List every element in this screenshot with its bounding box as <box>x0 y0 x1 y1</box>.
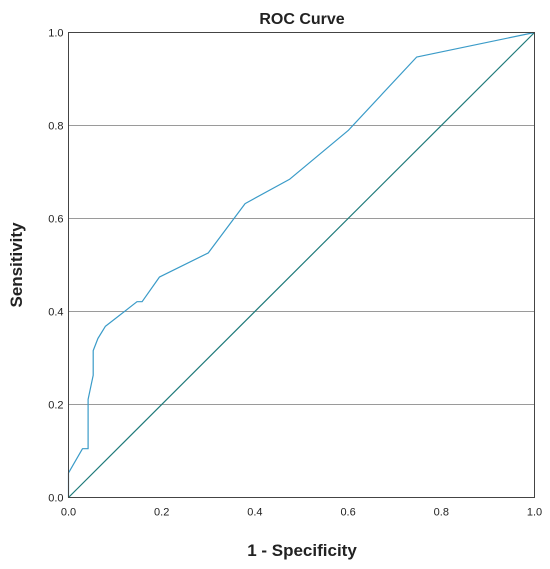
x-tick-label: 0.4 <box>247 507 262 519</box>
x-tick-label: 1.0 <box>527 507 542 519</box>
y-tick-label: 0.8 <box>48 121 63 133</box>
x-tick-label: 0.6 <box>340 507 355 519</box>
x-axis-title: 1 - Specificity <box>247 541 357 560</box>
chart-title: ROC Curve <box>259 11 344 28</box>
plot-frame <box>68 32 535 498</box>
x-tick-label: 0.0 <box>61 507 76 519</box>
y-tick-label: 0.2 <box>48 400 63 412</box>
y-tick-label: 0.4 <box>48 307 63 319</box>
x-tick-label: 0.8 <box>434 507 449 519</box>
y-ticks: 0.0 0.2 0.4 0.6 0.8 1.0 <box>48 28 63 505</box>
y-axis-title: Sensitivity <box>7 222 26 308</box>
y-tick-label: 0.6 <box>48 214 63 226</box>
y-tick-label: 0.0 <box>48 493 63 505</box>
series-layer <box>67 31 535 498</box>
x-ticks: 0.0 0.2 0.4 0.6 0.8 1.0 <box>61 507 542 519</box>
roc-curve-line <box>67 31 535 498</box>
x-tick-label: 0.2 <box>154 507 169 519</box>
y-tick-label: 1.0 <box>48 28 63 40</box>
gridlines <box>68 125 535 405</box>
reference-diagonal-line <box>68 32 535 498</box>
